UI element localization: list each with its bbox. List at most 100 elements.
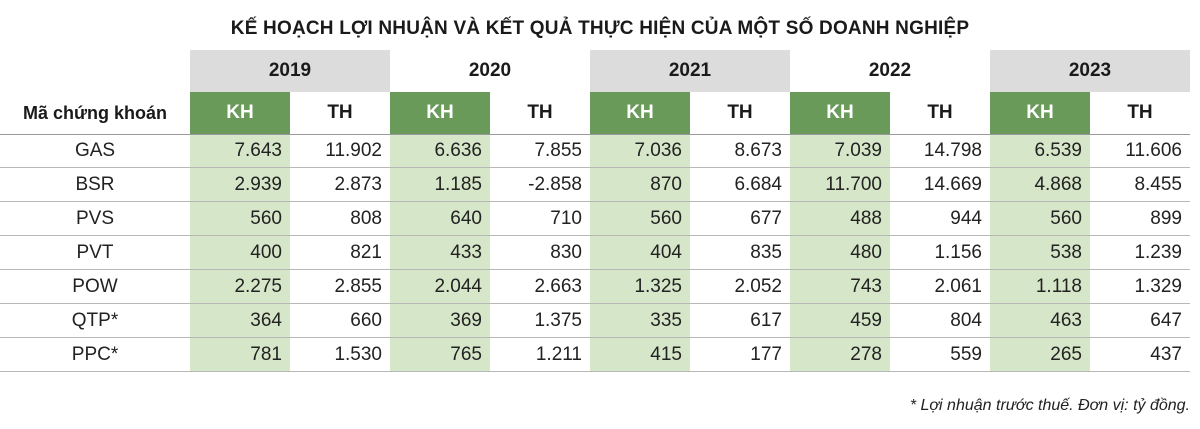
th-value: 660 (290, 304, 390, 338)
kh-value: 1.325 (590, 270, 690, 304)
kh-value: 369 (390, 304, 490, 338)
kh-value: 265 (990, 338, 1090, 372)
th-value: 14.798 (890, 134, 990, 168)
kh-value: 7.039 (790, 134, 890, 168)
th-value: 6.684 (690, 168, 790, 202)
th-value: 710 (490, 202, 590, 236)
kh-value: 1.118 (990, 270, 1090, 304)
kh-value: 7.643 (190, 134, 290, 168)
kh-value: 433 (390, 236, 490, 270)
footnote: * Lợi nhuận trước thuế. Đơn vị: tỷ đồng. (909, 397, 1190, 414)
th-value: 808 (290, 202, 390, 236)
kh-value: 488 (790, 202, 890, 236)
table-row: PPC* 781 1.530 765 1.211 415 177 278 559… (0, 338, 1190, 372)
table-row: BSR 2.939 2.873 1.185 -2.858 870 6.684 1… (0, 168, 1190, 202)
ticker-cell: PPC* (0, 338, 190, 372)
th-value: 804 (890, 304, 990, 338)
th-value: 8.455 (1090, 168, 1190, 202)
th-value: 7.855 (490, 134, 590, 168)
ticker-cell: BSR (0, 168, 190, 202)
corner-cell (0, 50, 190, 92)
th-value: 821 (290, 236, 390, 270)
th-value: 14.669 (890, 168, 990, 202)
kh-value: 6.636 (390, 134, 490, 168)
th-value: 835 (690, 236, 790, 270)
th-header: TH (1090, 92, 1190, 134)
th-header: TH (290, 92, 390, 134)
ticker-cell: POW (0, 270, 190, 304)
ticker-cell: GAS (0, 134, 190, 168)
kh-value: 400 (190, 236, 290, 270)
table-title: KẾ HOẠCH LỢI NHUẬN VÀ KẾT QUẢ THỰC HIỆN … (230, 18, 970, 39)
kh-header: KH (790, 92, 890, 134)
th-value: 559 (890, 338, 990, 372)
th-value: 2.873 (290, 168, 390, 202)
th-value: 617 (690, 304, 790, 338)
th-value: 830 (490, 236, 590, 270)
subheader-row: Mã chứng khoán KH TH KH TH KH TH KH TH K… (0, 92, 1190, 134)
th-value: 2.855 (290, 270, 390, 304)
kh-value: 7.036 (590, 134, 690, 168)
kh-header: KH (190, 92, 290, 134)
kh-header: KH (390, 92, 490, 134)
kh-value: 743 (790, 270, 890, 304)
kh-value: 415 (590, 338, 690, 372)
kh-header: KH (990, 92, 1090, 134)
year-header-row: 2019 2020 2021 2022 2023 (0, 50, 1190, 92)
year-header-2023: 2023 (990, 50, 1190, 92)
th-value: 1.530 (290, 338, 390, 372)
ticker-cell: PVT (0, 236, 190, 270)
year-header-2021: 2021 (590, 50, 790, 92)
year-header-2022: 2022 (790, 50, 990, 92)
ticker-cell: QTP* (0, 304, 190, 338)
kh-value: 870 (590, 168, 690, 202)
kh-value: 2.275 (190, 270, 290, 304)
th-value: 2.663 (490, 270, 590, 304)
kh-value: 364 (190, 304, 290, 338)
kh-value: 6.539 (990, 134, 1090, 168)
th-value: -2.858 (490, 168, 590, 202)
th-value: 677 (690, 202, 790, 236)
th-value: 177 (690, 338, 790, 372)
kh-value: 11.700 (790, 168, 890, 202)
th-value: 11.606 (1090, 134, 1190, 168)
kh-value: 480 (790, 236, 890, 270)
kh-value: 1.185 (390, 168, 490, 202)
table-body: GAS 7.643 11.902 6.636 7.855 7.036 8.673… (0, 134, 1190, 372)
kh-value: 781 (190, 338, 290, 372)
kh-header: KH (590, 92, 690, 134)
th-value: 2.052 (690, 270, 790, 304)
th-value: 899 (1090, 202, 1190, 236)
th-header: TH (690, 92, 790, 134)
table-row: PVS 560 808 640 710 560 677 488 944 560 … (0, 202, 1190, 236)
year-header-2020: 2020 (390, 50, 590, 92)
th-header: TH (890, 92, 990, 134)
th-value: 2.061 (890, 270, 990, 304)
kh-value: 278 (790, 338, 890, 372)
kh-value: 560 (590, 202, 690, 236)
kh-value: 4.868 (990, 168, 1090, 202)
th-value: 1.239 (1090, 236, 1190, 270)
kh-value: 560 (990, 202, 1090, 236)
th-value: 1.329 (1090, 270, 1190, 304)
ticker-cell: PVS (0, 202, 190, 236)
kh-value: 640 (390, 202, 490, 236)
kh-value: 459 (790, 304, 890, 338)
th-value: 1.375 (490, 304, 590, 338)
kh-value: 2.044 (390, 270, 490, 304)
th-header: TH (490, 92, 590, 134)
kh-value: 335 (590, 304, 690, 338)
table-row: PVT 400 821 433 830 404 835 480 1.156 53… (0, 236, 1190, 270)
th-value: 944 (890, 202, 990, 236)
table-row: GAS 7.643 11.902 6.636 7.855 7.036 8.673… (0, 134, 1190, 168)
kh-value: 560 (190, 202, 290, 236)
th-value: 1.211 (490, 338, 590, 372)
table-row: POW 2.275 2.855 2.044 2.663 1.325 2.052 … (0, 270, 1190, 304)
kh-value: 463 (990, 304, 1090, 338)
th-value: 437 (1090, 338, 1190, 372)
th-value: 647 (1090, 304, 1190, 338)
kh-value: 765 (390, 338, 490, 372)
th-value: 8.673 (690, 134, 790, 168)
year-header-2019: 2019 (190, 50, 390, 92)
